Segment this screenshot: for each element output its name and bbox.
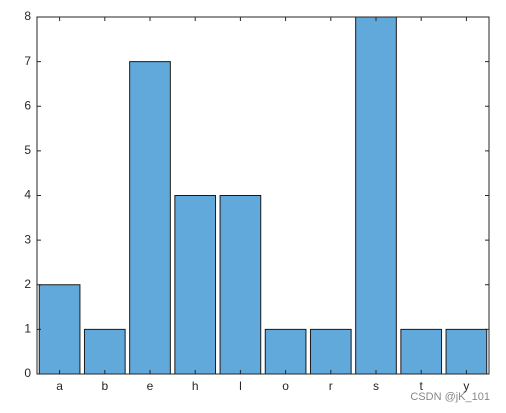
y-tick-label: 4 (24, 188, 31, 202)
x-tick-label: l (239, 379, 242, 393)
y-tick-label: 6 (24, 98, 31, 112)
x-tick-label: a (56, 379, 63, 393)
x-tick-label: h (192, 379, 199, 393)
x-tick-label: r (329, 379, 333, 393)
y-tick-label: 8 (24, 9, 31, 23)
y-tick-label: 0 (24, 366, 31, 380)
bar (309, 328, 352, 375)
y-tick-label: 3 (24, 232, 31, 246)
bar (129, 61, 171, 375)
axes-box (36, 16, 490, 375)
y-tick-label: 5 (24, 143, 31, 157)
bar (355, 16, 397, 375)
bar (264, 328, 307, 375)
y-tick-label: 2 (24, 277, 31, 291)
x-tick-label: o (282, 379, 289, 393)
bar (219, 195, 262, 375)
y-tick-label: 1 (24, 322, 31, 336)
bar (38, 284, 81, 375)
x-tick-label: t (420, 379, 424, 393)
x-tick-label: e (147, 379, 154, 393)
bar (400, 328, 443, 375)
bar (174, 195, 217, 375)
x-tick-label: b (101, 379, 108, 393)
y-tick-label: 7 (24, 54, 31, 68)
x-tick-label: y (463, 379, 469, 393)
bar (445, 328, 488, 375)
watermark: CSDN @jK_101 (410, 391, 490, 403)
bar (83, 328, 126, 375)
x-tick-label: s (373, 379, 379, 393)
